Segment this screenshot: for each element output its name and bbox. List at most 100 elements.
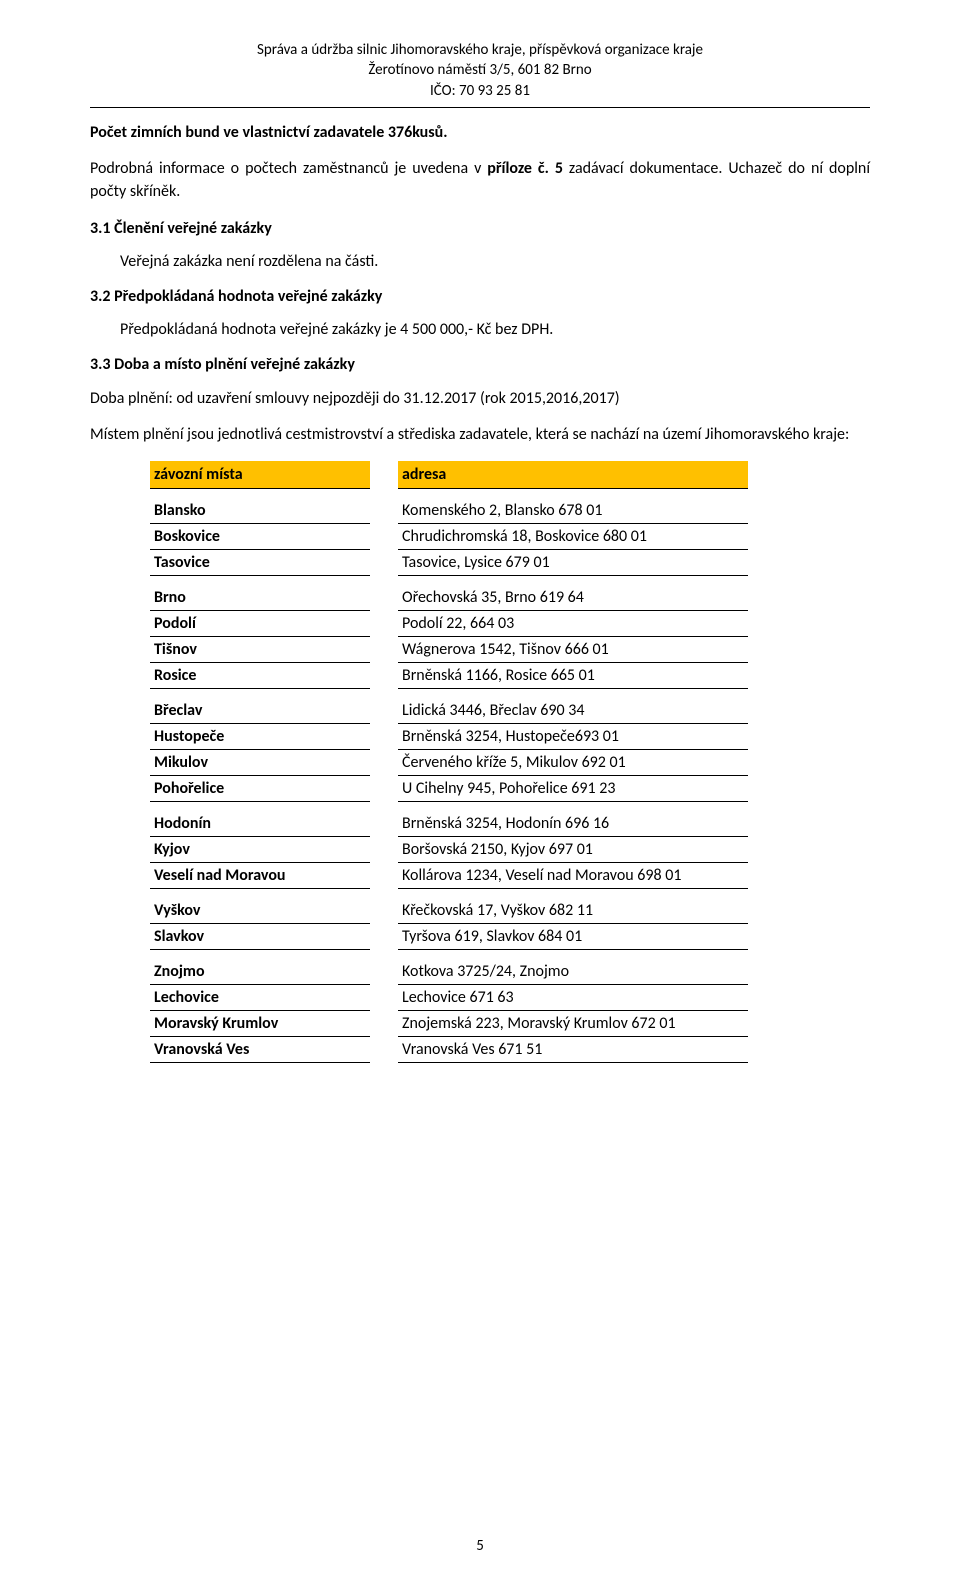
paragraph-count: Počet zimních bund ve vlastnictví zadava… — [90, 122, 870, 144]
table-row: Blansko Komenského 2, Blansko 678 01 — [150, 488, 748, 523]
table-row: Mikulov Červeného kříže 5, Mikulov 692 01 — [150, 749, 748, 775]
table-row: Tišnov Wágnerova 1542, Tišnov 666 01 — [150, 636, 748, 662]
table-cell-place: Boskovice — [150, 523, 370, 549]
section-3-1-title: 3.1 Členění veřejné zakázky — [90, 219, 870, 238]
table-cell-place: Moravský Krumlov — [150, 1010, 370, 1036]
table-cell-address: Brněnská 3254, Hustopeče693 01 — [398, 723, 748, 749]
table-cell-place: Veselí nad Moravou — [150, 862, 370, 888]
table-gap — [370, 575, 398, 610]
table-cell-place: Blansko — [150, 488, 370, 523]
table-row: Pohořelice U Cihelny 945, Pohořelice 691 … — [150, 775, 748, 801]
table-gap — [370, 488, 398, 523]
table-cell-address: Lidická 3446, Břeclav 690 34 — [398, 688, 748, 723]
table-cell-place: Znojmo — [150, 949, 370, 984]
locations-table-body: závozní místa adresa Blansko Komenského 2… — [150, 461, 748, 1063]
table-gap — [370, 662, 398, 688]
table-row: SlavkovTyršova 619, Slavkov 684 01 — [150, 923, 748, 949]
table-row: Lechovice Lechovice 671 63 — [150, 984, 748, 1010]
section-3-3-body-2: Místem plnění jsou jednotlivá cestmistro… — [90, 424, 870, 446]
table-gap — [370, 862, 398, 888]
table-cell-address: Chrudichromská 18, Boskovice 680 01 — [398, 523, 748, 549]
table-row: Moravský Krumlov Znojemská 223, Moravský … — [150, 1010, 748, 1036]
table-gap — [370, 949, 398, 984]
table-gap — [370, 984, 398, 1010]
table-cell-place: Tišnov — [150, 636, 370, 662]
table-cell-address: Křečkovská 17, Vyškov 682 11 — [398, 888, 748, 923]
table-cell-place: Vyškov — [150, 888, 370, 923]
table-cell-place: Brno — [150, 575, 370, 610]
table-row: KyjovBoršovská 2150, Kyjov 697 01 — [150, 836, 748, 862]
locations-table: závozní místa adresa Blansko Komenského 2… — [150, 461, 748, 1063]
header-line-2: Žerotínovo náměstí 3/5, 601 82 Brno — [368, 61, 591, 79]
table-cell-place: Lechovice — [150, 984, 370, 1010]
table-gap — [370, 549, 398, 575]
table-cell-place: Podolí — [150, 610, 370, 636]
table-row: Rosice Brněnská 1166, Rosice 665 01 — [150, 662, 748, 688]
section-3-1-body: Veřejná zakázka není rozdělena na části. — [120, 252, 870, 271]
table-cell-address: Komenského 2, Blansko 678 01 — [398, 488, 748, 523]
table-gap — [370, 1036, 398, 1062]
table-cell-address: Lechovice 671 63 — [398, 984, 748, 1010]
table-cell-place: Pohořelice — [150, 775, 370, 801]
table-cell-address: Tyršova 619, Slavkov 684 01 — [398, 923, 748, 949]
table-gap — [370, 888, 398, 923]
table-row: Hustopeče Brněnská 3254, Hustopeče693 01 — [150, 723, 748, 749]
table-cell-address: Červeného kříže 5, Mikulov 692 01 — [398, 749, 748, 775]
attachment-ref: příloze č. 5 — [487, 159, 563, 178]
header-divider — [90, 107, 870, 108]
header-line-1: Správa a údržba silnic Jihomoravského kr… — [257, 41, 703, 59]
table-gap — [370, 723, 398, 749]
table-gap — [370, 636, 398, 662]
table-gap — [370, 523, 398, 549]
table-row: Vyškov Křečkovská 17, Vyškov 682 11 — [150, 888, 748, 923]
table-cell-address: U Cihelny 945, Pohořelice 691 23 — [398, 775, 748, 801]
table-row: Brno Ořechovská 35, Brno 619 64 — [150, 575, 748, 610]
table-row: Hodonín Brněnská 3254, Hodonín 696 16 — [150, 801, 748, 836]
table-cell-place: Vranovská Ves — [150, 1036, 370, 1062]
table-cell-address: Kollárova 1234, Veselí nad Moravou 698 0… — [398, 862, 748, 888]
table-row: Břeclav Lidická 3446, Břeclav 690 34 — [150, 688, 748, 723]
table-gap — [370, 836, 398, 862]
table-cell-place: Břeclav — [150, 688, 370, 723]
table-row: Boskovice Chrudichromská 18, Boskovice 68… — [150, 523, 748, 549]
table-gap — [370, 688, 398, 723]
section-3-2-body: Předpokládaná hodnota veřejné zakázky je… — [120, 320, 870, 339]
table-gap — [370, 775, 398, 801]
table-cell-place: Hustopeče — [150, 723, 370, 749]
table-row: Tasovice Tasovice, Lysice 679 01 — [150, 549, 748, 575]
table-cell-place: Hodonín — [150, 801, 370, 836]
paragraph-attachment: Podrobná informace o počtech zaměstnanců… — [90, 158, 870, 203]
table-cell-address: Wágnerova 1542, Tišnov 666 01 — [398, 636, 748, 662]
table-row: Podolí Podolí 22, 664 03 — [150, 610, 748, 636]
table-cell-address: Brněnská 3254, Hodonín 696 16 — [398, 801, 748, 836]
table-cell-address: Kotkova 3725/24, Znojmo — [398, 949, 748, 984]
header-line-3: IČO: 70 93 25 81 — [430, 82, 530, 100]
table-cell-address: Podolí 22, 664 03 — [398, 610, 748, 636]
table-gap — [370, 610, 398, 636]
text-run: Podrobná informace o počtech zaměstnanců… — [90, 159, 487, 178]
table-header-place: závozní místa — [150, 461, 370, 489]
table-cell-place: Rosice — [150, 662, 370, 688]
table-gap — [370, 749, 398, 775]
table-row: Znojmo Kotkova 3725/24, Znojmo — [150, 949, 748, 984]
table-cell-address: Vranovská Ves 671 51 — [398, 1036, 748, 1062]
document-header: Správa a údržba silnic Jihomoravského kr… — [90, 40, 870, 101]
table-cell-place: Mikulov — [150, 749, 370, 775]
table-header-address: adresa — [398, 461, 748, 489]
table-header-row: závozní místa adresa — [150, 461, 748, 489]
section-3-3-body-1: Doba plnění: od uzavření smlouvy nejpozd… — [90, 388, 870, 410]
table-cell-place: Tasovice — [150, 549, 370, 575]
section-3-2-title: 3.2 Předpokládaná hodnota veřejné zakázk… — [90, 287, 870, 306]
table-row: Vranovská Ves Vranovská Ves 671 51 — [150, 1036, 748, 1062]
page-number: 5 — [0, 1537, 960, 1555]
table-gap — [370, 923, 398, 949]
table-gap — [370, 461, 398, 489]
table-gap — [370, 1010, 398, 1036]
page: Správa a údržba silnic Jihomoravského kr… — [0, 0, 960, 1585]
table-cell-address: Brněnská 1166, Rosice 665 01 — [398, 662, 748, 688]
table-cell-address: Znojemská 223, Moravský Krumlov 672 01 — [398, 1010, 748, 1036]
table-row: Veselí nad Moravou Kollárova 1234, Veselí… — [150, 862, 748, 888]
table-cell-address: Ořechovská 35, Brno 619 64 — [398, 575, 748, 610]
table-cell-address: Boršovská 2150, Kyjov 697 01 — [398, 836, 748, 862]
table-cell-address: Tasovice, Lysice 679 01 — [398, 549, 748, 575]
